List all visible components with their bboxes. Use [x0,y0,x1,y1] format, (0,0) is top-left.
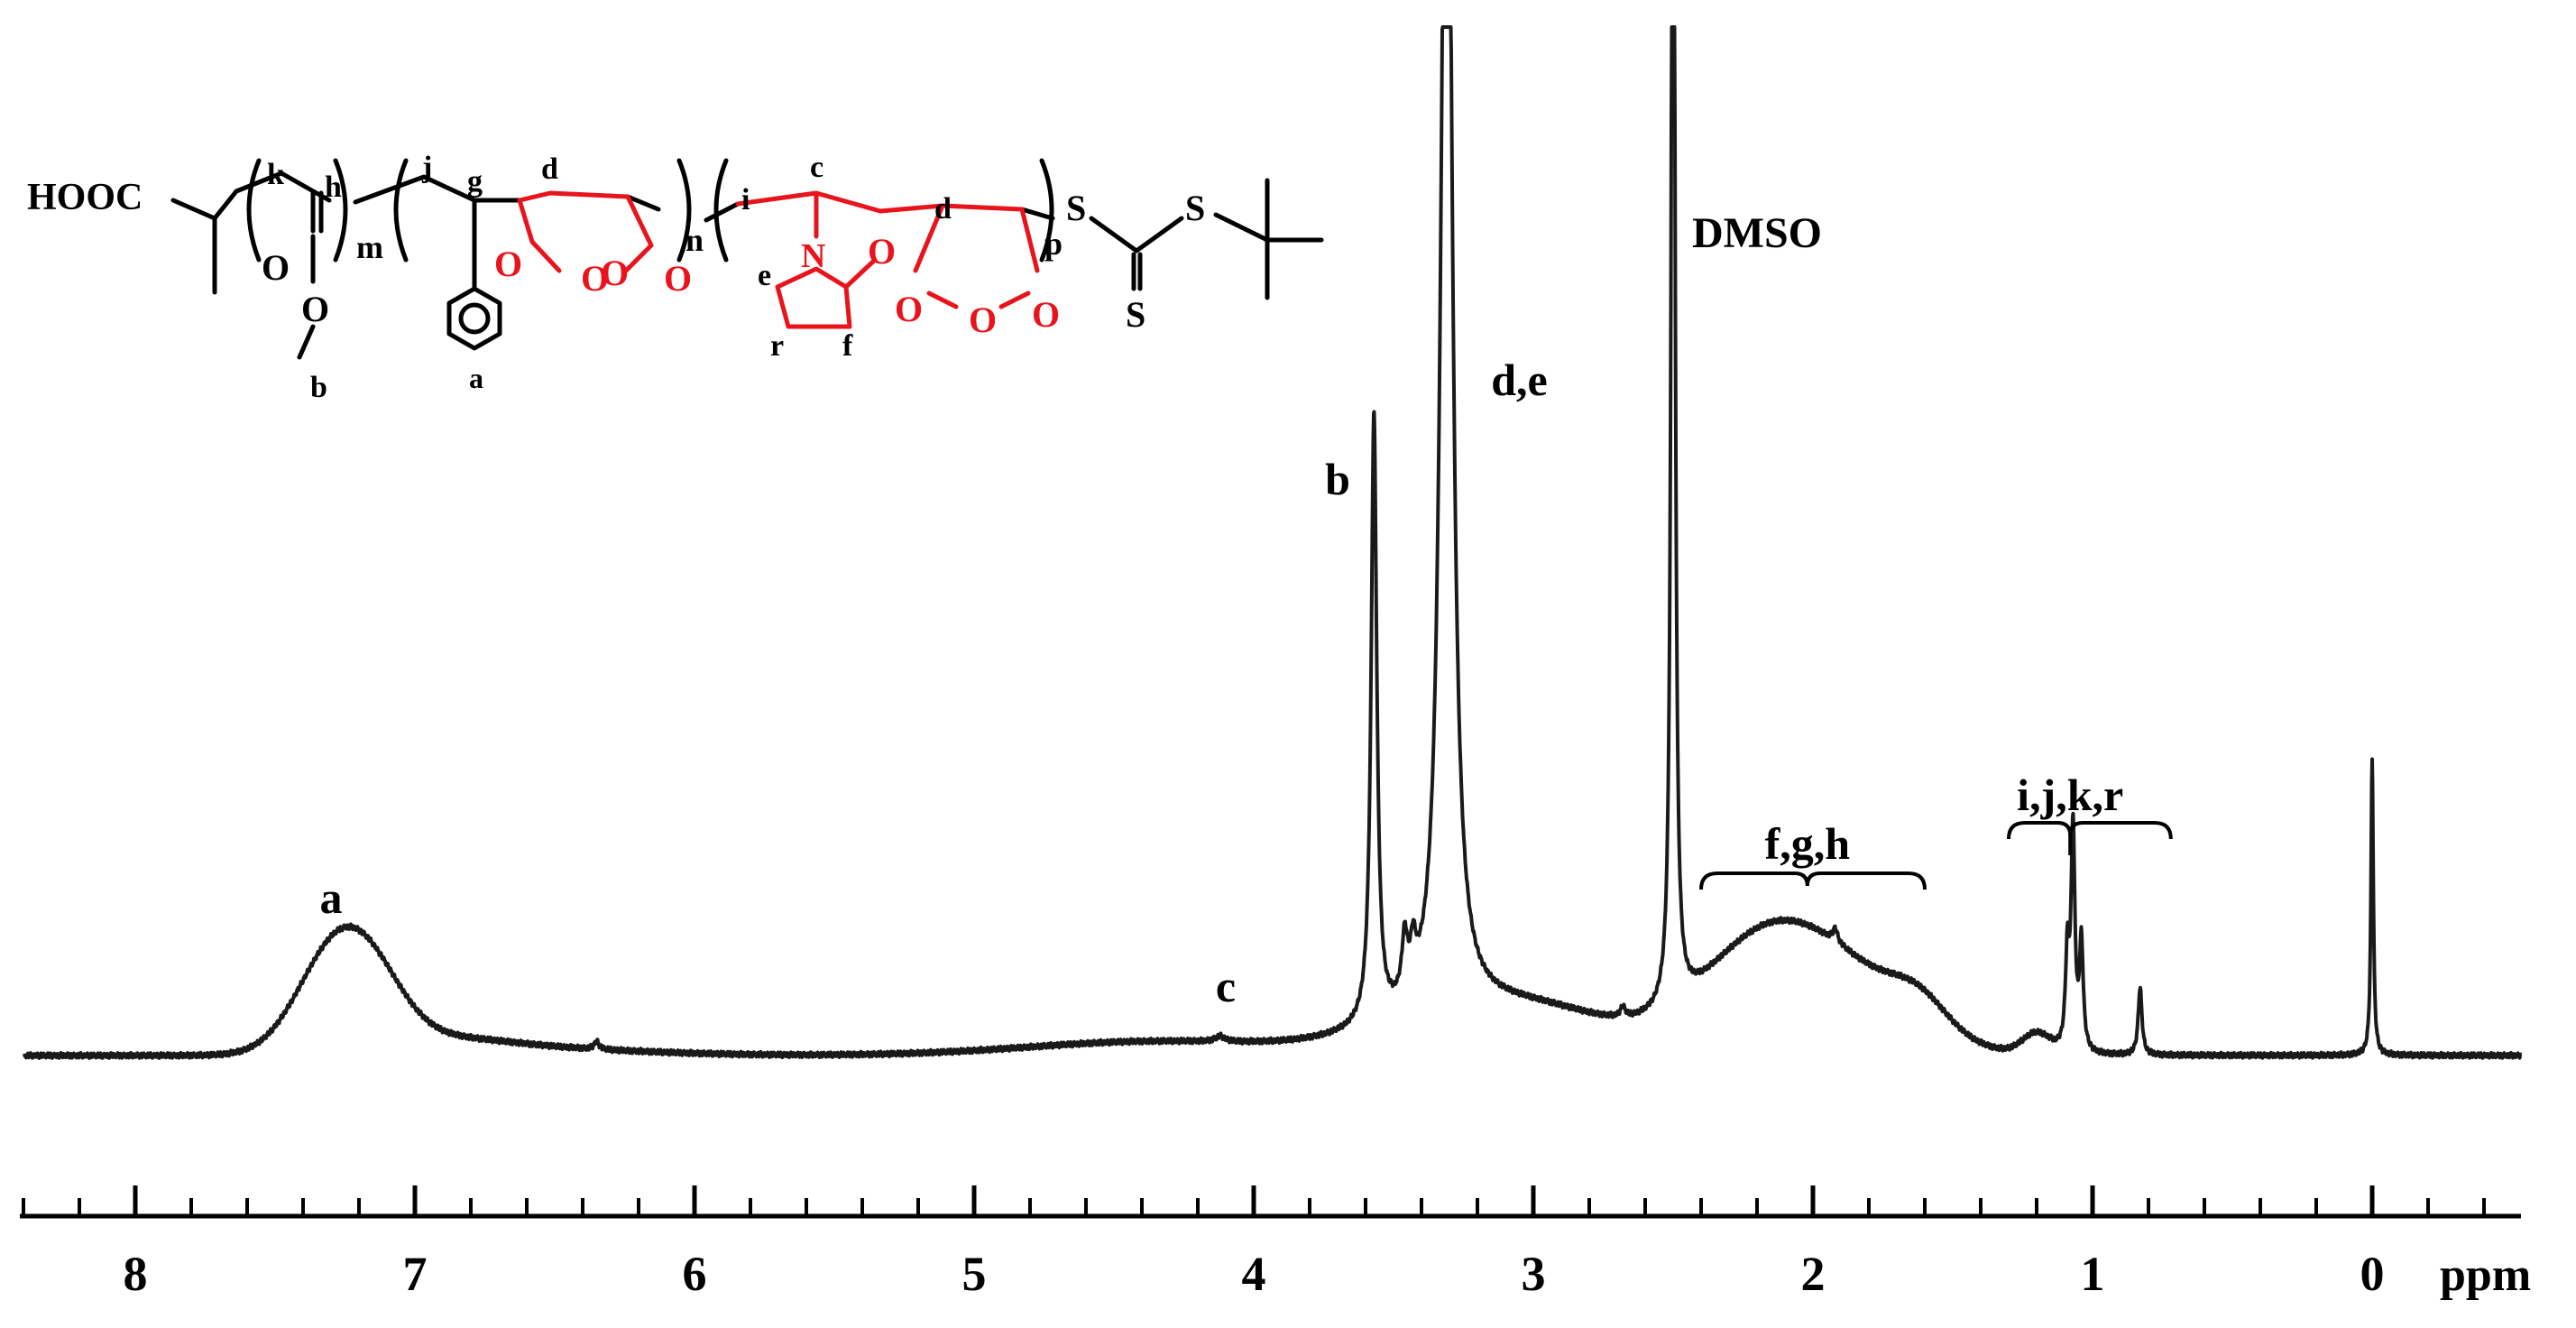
x-axis-label: ppm [2440,1250,2531,1301]
chem-label: S [1066,188,1086,228]
chem-label: O [1032,294,1060,335]
tick-label: 3 [1522,1247,1546,1301]
tick-label: 8 [124,1247,148,1301]
peak-label-b: b [1325,454,1350,504]
tick-label: 7 [403,1247,428,1301]
chem-label: a [469,362,483,394]
chem-label: d [541,152,558,186]
chem-label: n [685,222,704,258]
tick-label: 1 [2081,1247,2105,1301]
structure-black-labels: HOOC k h O O b m j g d O n a i c p S S S [27,151,1205,404]
chem-label: m [356,229,383,265]
chem-label: O [601,253,629,293]
structure-red-labels: O O O N O e r f d O O O [494,192,1060,363]
tick-label: 2 [1801,1247,1826,1301]
x-axis-ticks [22,1185,2486,1216]
tick-label: 4 [1242,1247,1266,1301]
chem-label: O [969,300,997,340]
chem-label: O [494,244,522,284]
chem-label: p [1044,226,1063,262]
chem-label: O [895,289,923,329]
chem-label: b [310,371,327,404]
chem-label: f [842,329,853,363]
chem-label: O [868,231,896,272]
chem-label: r [770,329,784,363]
peak-label-fgh: f,g,h [1765,818,1851,869]
structure-black-bonds [170,158,1324,360]
chem-label: j [421,151,432,184]
peak-label-a: a [320,872,343,923]
chem-label: N [801,237,825,275]
x-axis-tick-labels: 8 7 6 5 4 3 2 1 0 [124,1247,2385,1301]
chem-label: i [741,183,750,217]
chem-label: S [1126,294,1145,335]
chem-label: k [267,158,284,191]
annotation-bracket-fgh [1699,872,1927,890]
tick-label: 5 [962,1247,987,1301]
peak-label-dmso: DMSO [1692,209,1822,257]
structure-red-bonds [517,190,1040,329]
peak-label-de: d,e [1491,355,1548,405]
tick-label: 6 [683,1247,707,1301]
chem-label: O [301,289,329,329]
chem-label: c [810,151,823,184]
chem-label: HOOC [27,177,143,218]
chem-label: S [1185,188,1205,228]
chem-label: d [934,192,952,226]
peak-label-c: c [1216,961,1236,1011]
chem-label: h [325,171,342,204]
chem-label: O [581,258,609,299]
annotation-bracket-ijkr [2007,821,2173,840]
polymer-structure: HOOC k h O O b m j g d O n a i c p S S S… [27,151,1324,404]
chem-label: g [467,165,483,198]
chem-label: O [664,258,692,299]
chem-label: O [262,247,290,288]
peak-label-ijkr: i,j,k,r [2017,770,2123,820]
spectrum-line [23,25,2523,1060]
tick-label: 0 [2360,1247,2385,1301]
chem-label: e [758,259,771,292]
